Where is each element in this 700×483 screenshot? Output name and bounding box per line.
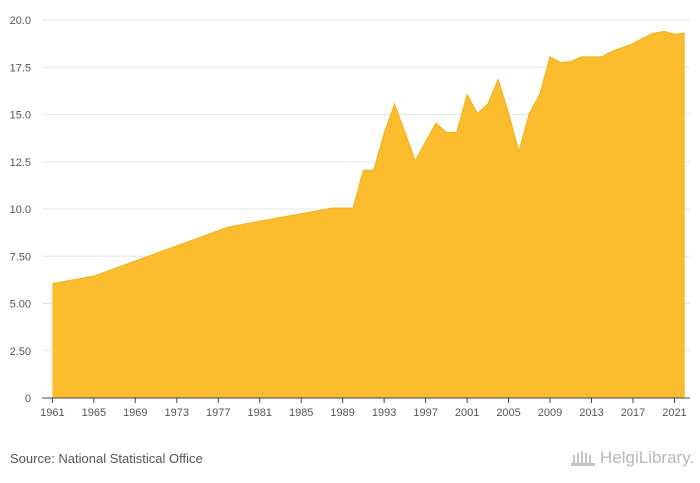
y-tick-label: 15.0 (10, 110, 31, 122)
x-axis-ticks: 1961 1965 1969 1973 1977 1981 1985 1989 1993 1997… (40, 398, 687, 419)
y-tick-label: 2.50 (10, 346, 31, 358)
x-tick-label: 2013 (579, 407, 603, 419)
area-series (52, 31, 685, 399)
source-note: Source: National Statistical Office (10, 451, 203, 466)
y-tick-label: 10.0 (10, 204, 31, 216)
x-tick-label: 2001 (455, 407, 479, 419)
x-tick-label: 1973 (165, 407, 189, 419)
x-tick-label: 1977 (206, 407, 230, 419)
y-tick-label: 0 (25, 393, 31, 405)
x-tick-label: 1969 (123, 407, 147, 419)
brand-logo: HelgiLibrary. (570, 448, 694, 468)
x-tick-label: 1985 (289, 407, 313, 419)
x-tick-label: 1965 (82, 407, 106, 419)
x-tick-label: 1961 (40, 407, 64, 419)
x-tick-label: 2005 (496, 407, 520, 419)
x-tick-label: 1997 (413, 407, 437, 419)
x-tick-label: 1981 (247, 407, 271, 419)
y-tick-label: 20.0 (10, 15, 31, 27)
y-tick-label: 12.5 (10, 157, 31, 169)
area-series-outline (52, 30, 685, 285)
x-tick-label: 2021 (662, 407, 686, 419)
x-tick-label: 1989 (330, 407, 354, 419)
library-building-icon (571, 451, 595, 466)
x-tick-label: 1993 (372, 407, 396, 419)
brand-name: HelgiLibrary. (600, 448, 695, 467)
x-tick-label: 2017 (621, 407, 645, 419)
y-axis-ticks: 0 2.50 5.00 7.50 10.0 12.5 15.0 17.5 20.0 (10, 15, 31, 405)
y-tick-label: 17.5 (10, 62, 31, 74)
y-tick-label: 7.50 (10, 251, 31, 263)
x-tick-label: 2009 (538, 407, 562, 419)
y-tick-label: 5.00 (10, 299, 31, 311)
